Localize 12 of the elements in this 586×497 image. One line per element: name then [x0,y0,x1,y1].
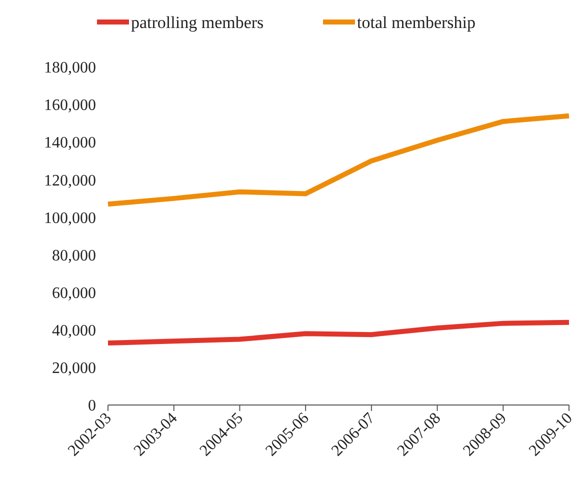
y-tick-label: 180,000 [44,60,96,77]
y-tick-label: 40,000 [52,322,96,340]
y-tick-label: 0 [88,398,96,415]
y-tick-label: 60,000 [52,284,96,302]
y-tick-label: 80,000 [52,247,96,264]
y-tick-label: 140,000 [44,134,96,152]
legend-label: total membership [357,12,476,32]
y-tick-label: 20,000 [52,360,96,378]
y-tick-label: 160,000 [44,97,96,114]
legend-label: patrolling members [131,12,264,32]
y-tick-label: 120,000 [44,172,96,190]
y-tick-label: 100,000 [44,210,96,227]
